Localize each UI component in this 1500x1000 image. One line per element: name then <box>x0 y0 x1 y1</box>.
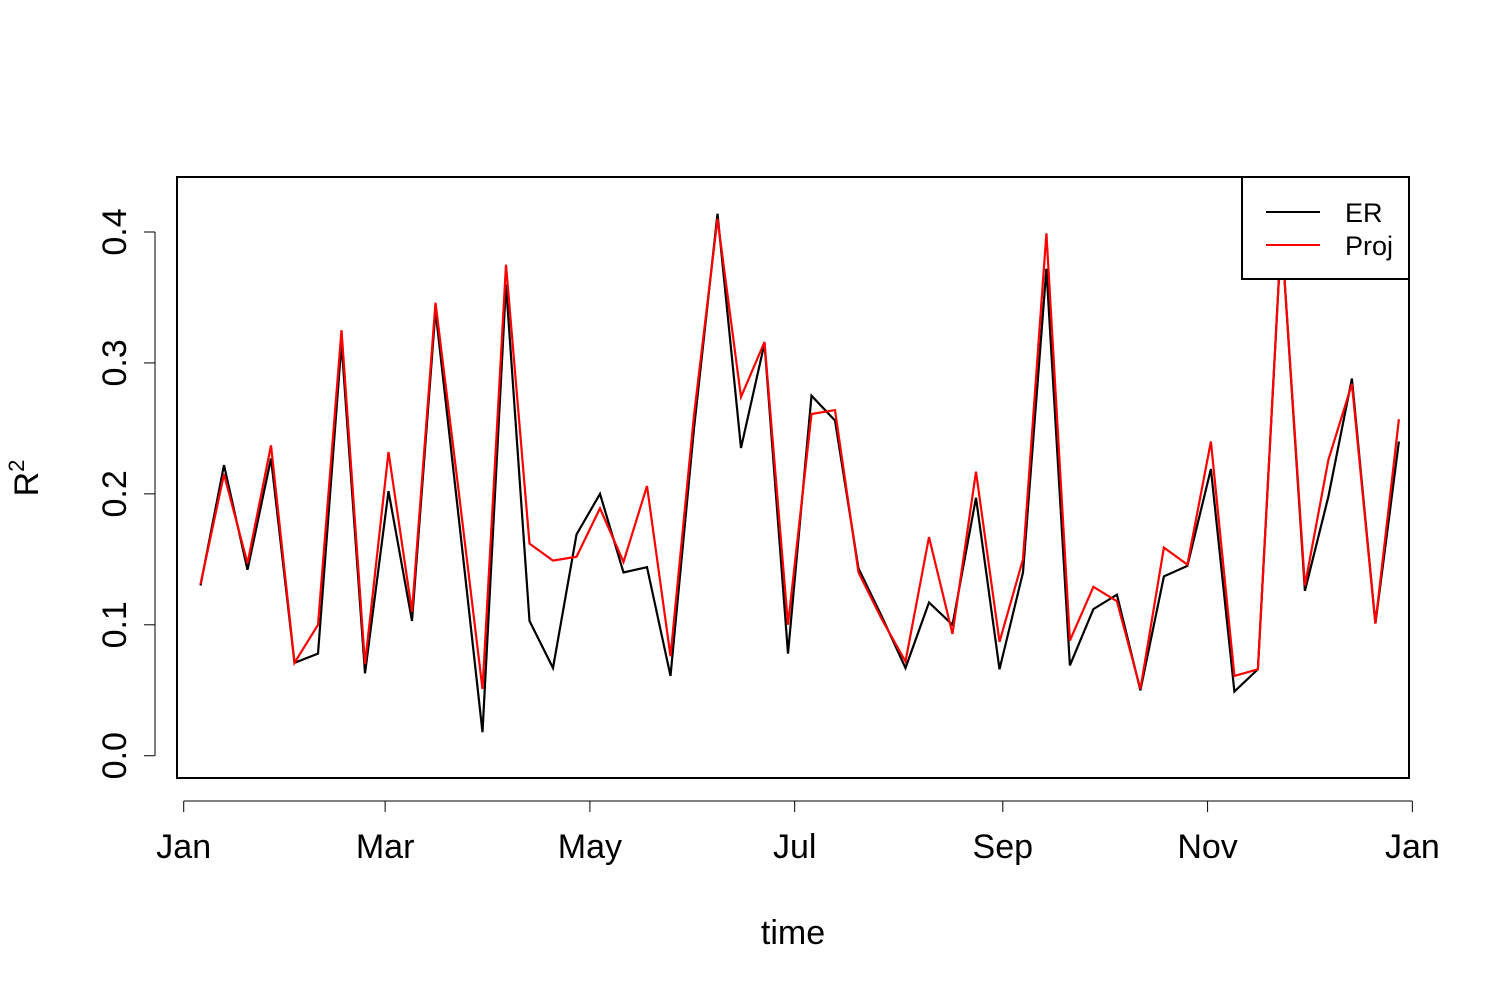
x-tick-label: Jul <box>773 828 816 866</box>
legend-label-er: ER <box>1345 198 1383 228</box>
y-tick-label: 0.4 <box>96 208 134 255</box>
legend-label-proj: Proj <box>1345 231 1393 261</box>
series-line-er <box>199 213 1400 733</box>
x-axis-title: time <box>761 914 825 952</box>
x-tick-label: Sep <box>973 828 1034 866</box>
y-axis-title: R2 <box>4 460 46 497</box>
x-tick-label: Jan <box>1385 828 1440 866</box>
y-axis: 0.0 0.1 0.2 0.3 0.4 <box>96 208 156 779</box>
legend-box <box>1241 176 1410 280</box>
legend: ER Proj <box>1241 176 1410 280</box>
y-axis-title-superscript: 2 <box>4 460 29 472</box>
x-tick-label: Nov <box>1177 828 1237 866</box>
y-tick-label: 0.0 <box>96 732 134 779</box>
y-tick-label: 0.3 <box>96 339 134 386</box>
plot-frame <box>176 176 1410 779</box>
y-axis-title-base: R <box>8 472 46 497</box>
series-line-proj <box>199 218 1400 690</box>
x-axis: Jan Mar May Jul Sep Nov Jan <box>156 800 1440 866</box>
x-tick-label: Mar <box>356 828 415 866</box>
series-layer <box>199 213 1400 733</box>
y-tick-label: 0.2 <box>96 470 134 517</box>
y-tick-label: 0.1 <box>96 601 134 648</box>
x-tick-label: Jan <box>156 828 211 866</box>
x-tick-label: May <box>558 828 622 866</box>
